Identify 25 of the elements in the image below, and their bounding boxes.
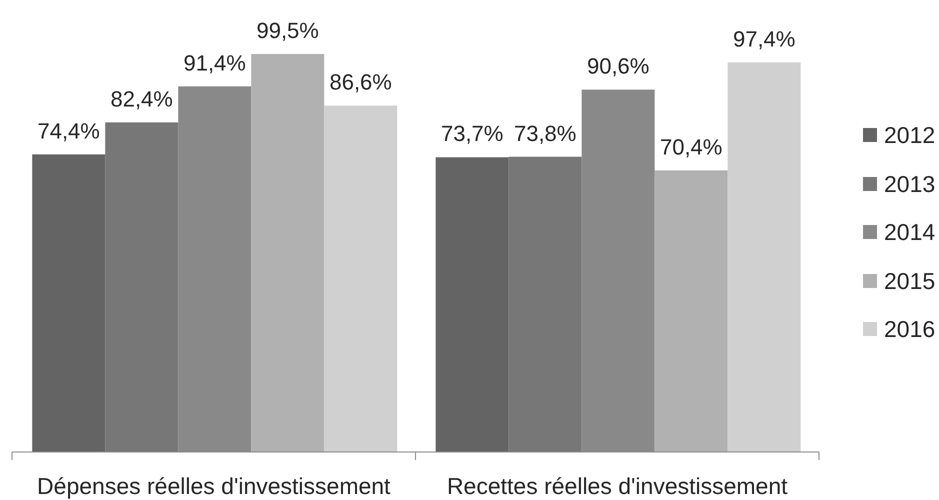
bar xyxy=(654,170,728,452)
data-label: 73,8% xyxy=(514,120,576,146)
legend-label: 2012 xyxy=(884,122,936,148)
bar xyxy=(324,106,398,452)
legend-label: 2015 xyxy=(884,268,936,294)
bar xyxy=(105,122,178,452)
data-label: 73,7% xyxy=(440,121,504,146)
bar xyxy=(251,54,324,452)
bar xyxy=(728,62,801,452)
legend-label: 2016 xyxy=(884,316,936,342)
data-label: 99,5% xyxy=(256,18,319,43)
x-tick-label: Recettes réelles d'investissement xyxy=(446,473,788,499)
data-label: 82,4% xyxy=(110,86,173,112)
legend-label: 2013 xyxy=(884,170,936,197)
data-label: 90,6% xyxy=(586,54,650,79)
data-label: 86,6% xyxy=(329,70,392,95)
legend-label: 2014 xyxy=(884,219,936,246)
x-tick-label: Dépenses réelles d'investissement xyxy=(37,473,392,499)
bar xyxy=(32,154,106,452)
data-label: 74,4% xyxy=(37,118,100,144)
data-label: 91,4% xyxy=(183,50,246,76)
bar xyxy=(436,157,509,452)
data-label: 70,4% xyxy=(660,134,722,160)
data-label: 97,4% xyxy=(732,26,796,52)
bar xyxy=(508,156,582,452)
